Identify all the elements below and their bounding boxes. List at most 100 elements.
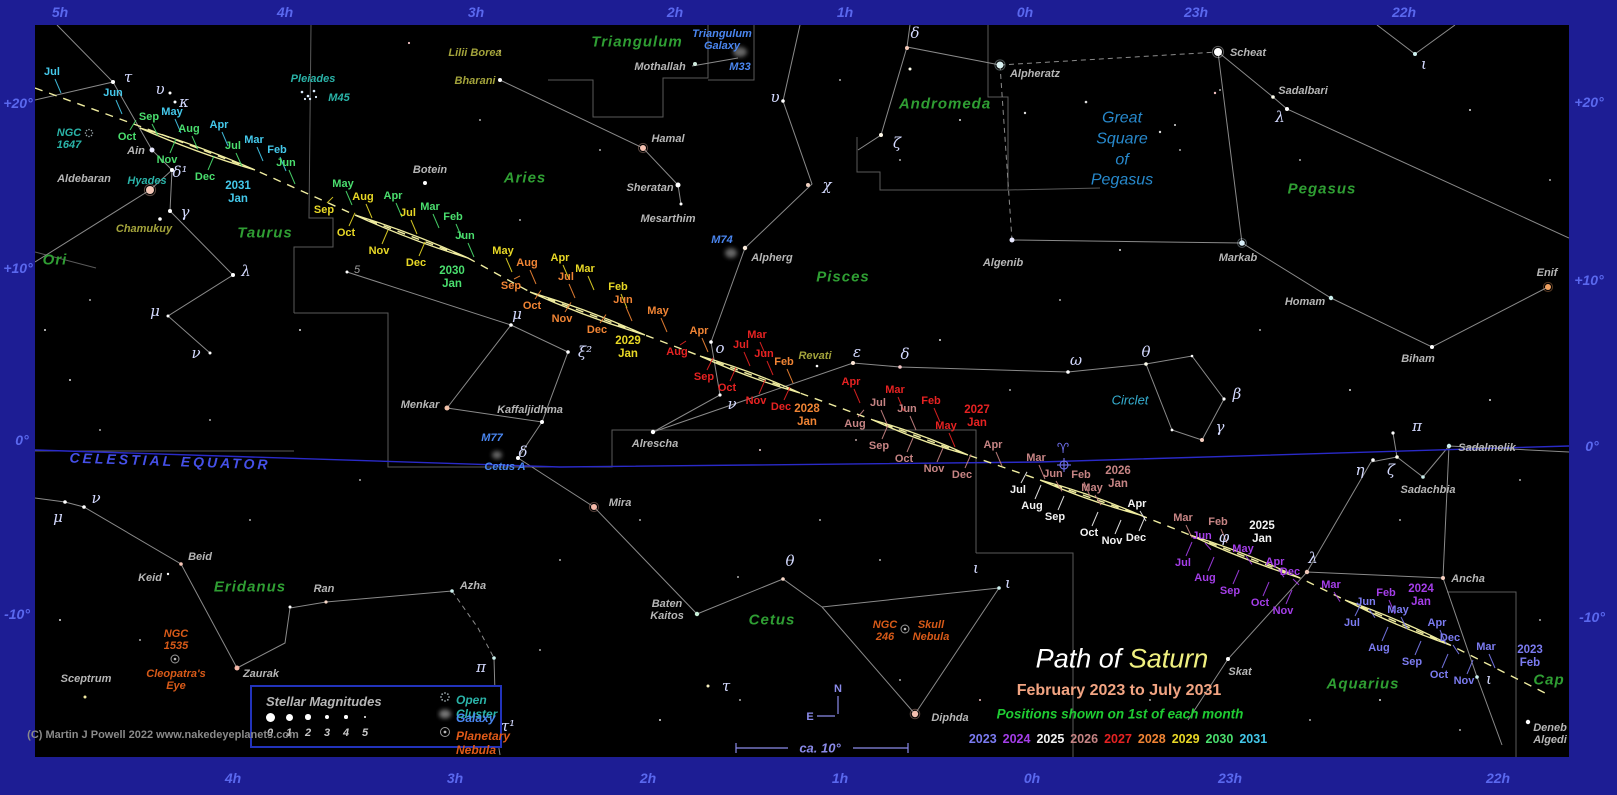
star-dot bbox=[1421, 475, 1425, 479]
star-dot bbox=[737, 576, 739, 578]
star-dot bbox=[99, 429, 101, 431]
star-dot bbox=[299, 329, 301, 331]
star-dot bbox=[879, 133, 883, 137]
star-dot bbox=[170, 168, 174, 172]
planetary-nebula-symbol bbox=[170, 654, 180, 664]
saturn-retrograde-loop bbox=[1189, 534, 1301, 579]
star-dot bbox=[1489, 399, 1491, 401]
open-cluster-symbol bbox=[91, 132, 94, 134]
positions-note: Positions shown on 1st of each month bbox=[996, 706, 1244, 722]
star-dot bbox=[1391, 431, 1395, 435]
star-dot bbox=[324, 600, 328, 604]
constellation-boundary bbox=[1447, 591, 1517, 757]
constellation-line-dashed bbox=[451, 590, 495, 659]
star-dot bbox=[1149, 699, 1151, 701]
magnitude-number-4: 4 bbox=[342, 727, 350, 739]
constellation-line bbox=[1442, 577, 1478, 678]
month-tick bbox=[562, 264, 570, 280]
month-tick bbox=[54, 78, 62, 94]
month-tick bbox=[1083, 481, 1091, 497]
constellation-line bbox=[1011, 239, 1243, 244]
month-tick bbox=[365, 203, 373, 219]
star-dot bbox=[1413, 52, 1417, 56]
star-dot bbox=[314, 95, 318, 99]
star-dot bbox=[539, 649, 541, 651]
star-dot bbox=[498, 49, 502, 53]
saturn-retrograde-loop bbox=[872, 419, 969, 456]
galaxy-symbol bbox=[492, 451, 502, 459]
month-tick bbox=[1414, 640, 1422, 656]
month-tick bbox=[1285, 589, 1293, 605]
star-dot bbox=[249, 519, 251, 521]
star-dot bbox=[139, 639, 141, 641]
open-cluster-symbol bbox=[90, 129, 93, 132]
legend-planetary-nebula-label: Planetary Nebula bbox=[456, 729, 511, 757]
constellation-boundary bbox=[293, 25, 334, 313]
planetary-nebula-icon bbox=[440, 727, 450, 737]
constellation-line bbox=[167, 210, 234, 354]
star-dot bbox=[1059, 299, 1061, 301]
star-dot bbox=[1222, 397, 1226, 401]
month-tick bbox=[964, 454, 972, 469]
month-tick bbox=[115, 99, 123, 115]
star-dot bbox=[519, 219, 521, 221]
star-dot bbox=[905, 46, 909, 50]
star-dot bbox=[806, 183, 810, 187]
star-dot bbox=[288, 605, 292, 609]
planetary-nebula-core bbox=[903, 627, 907, 631]
month-tick bbox=[786, 368, 794, 384]
constellation-boundary bbox=[294, 312, 977, 553]
star-dot bbox=[839, 79, 841, 81]
month-tick bbox=[235, 152, 243, 167]
month-tick bbox=[909, 415, 917, 431]
constellation-line bbox=[56, 25, 173, 212]
star-halo bbox=[588, 501, 600, 513]
open-cluster-symbol bbox=[90, 134, 93, 137]
star-dot bbox=[851, 361, 855, 365]
constellation-line bbox=[821, 587, 1000, 608]
star-dot bbox=[44, 329, 46, 331]
month-tick bbox=[881, 424, 889, 440]
celestial-equator-line bbox=[35, 445, 1569, 468]
constellation-line bbox=[1241, 242, 1549, 348]
star-dot bbox=[1023, 111, 1027, 115]
star-dot bbox=[1119, 249, 1121, 251]
magnitude-dot-2 bbox=[305, 714, 311, 720]
month-tick bbox=[948, 432, 956, 448]
saturn-retrograde-loop bbox=[699, 355, 801, 394]
month-tick bbox=[1262, 581, 1270, 597]
star-dot bbox=[759, 449, 761, 451]
open-cluster-symbol bbox=[88, 128, 90, 131]
star-dot bbox=[1285, 107, 1289, 111]
star-dot bbox=[1219, 89, 1221, 91]
month-tick bbox=[207, 155, 215, 171]
constellation-boundary bbox=[548, 25, 709, 118]
star-dot bbox=[492, 656, 496, 660]
month-tick bbox=[706, 357, 714, 371]
magnitude-number-3: 3 bbox=[323, 727, 331, 739]
month-tick bbox=[853, 388, 861, 404]
star-dot bbox=[1459, 729, 1461, 731]
star-dot bbox=[1214, 48, 1222, 56]
month-tick bbox=[1138, 516, 1146, 532]
month-tick bbox=[1400, 616, 1408, 630]
constellation-line bbox=[857, 46, 1001, 151]
star-dot bbox=[706, 684, 710, 688]
galaxy-icon bbox=[439, 709, 451, 719]
star-dot bbox=[1446, 443, 1452, 449]
star-dot bbox=[306, 94, 310, 98]
star-dot bbox=[509, 323, 513, 327]
star-dot bbox=[1328, 295, 1334, 301]
constellation-line bbox=[1442, 445, 1450, 579]
star-dot bbox=[1179, 149, 1181, 151]
constellation-line bbox=[149, 169, 173, 191]
star-dot bbox=[996, 61, 1004, 69]
star-dot bbox=[1190, 354, 1194, 358]
constellation-line bbox=[1187, 461, 1372, 721]
star-dot bbox=[1084, 100, 1088, 104]
year-key-2027: 2027 bbox=[1104, 732, 1132, 746]
star-dot bbox=[83, 695, 87, 699]
star-dot bbox=[1009, 237, 1015, 243]
star-dot bbox=[1430, 345, 1434, 349]
